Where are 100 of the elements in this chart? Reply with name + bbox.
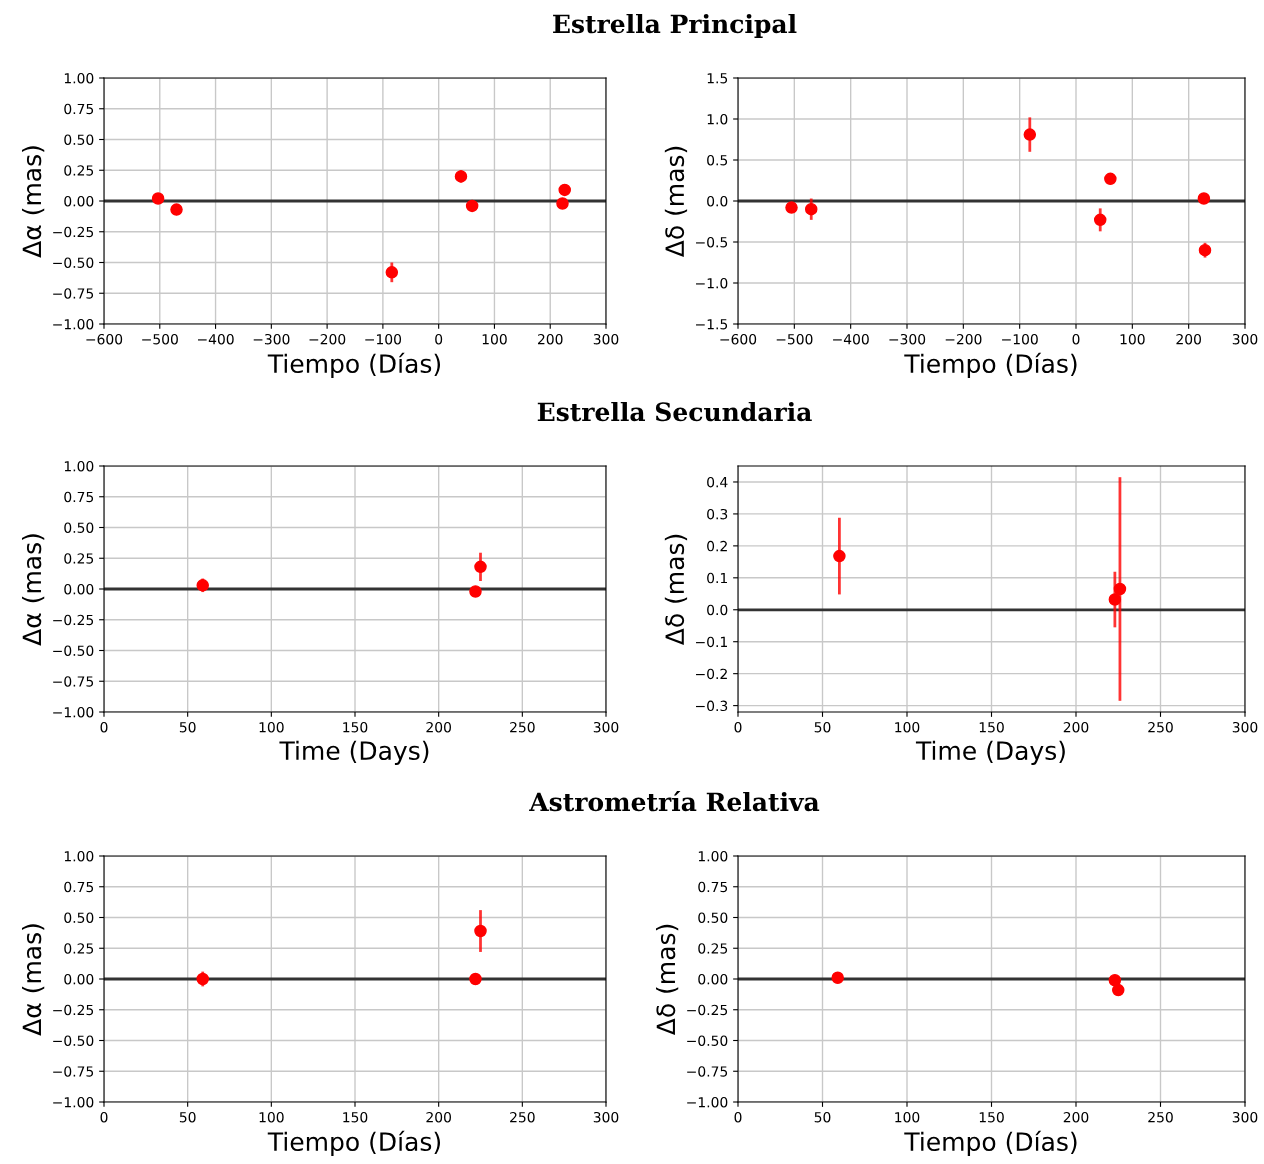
y-axis-title: Δδ (mas) <box>655 924 679 1036</box>
y-tick-label: 1.00 <box>698 850 728 862</box>
y-tick-label: −1.00 <box>53 706 94 718</box>
x-tick-label: 100 <box>895 721 920 733</box>
x-tick-label: 0 <box>1072 333 1080 345</box>
x-tick-label: −400 <box>833 333 869 345</box>
x-tick-label: 50 <box>179 1111 196 1123</box>
x-tick-label: −100 <box>365 333 402 345</box>
x-tick-label: 200 <box>426 1111 451 1123</box>
x-axis-title: Tiempo (Días) <box>904 352 1077 378</box>
x-tick-label: 250 <box>1148 1111 1173 1123</box>
x-axis-title: Tiempo (Días) <box>267 352 441 378</box>
x-tick-label: 150 <box>343 1111 368 1123</box>
x-tick-label: 50 <box>814 1111 831 1123</box>
y-tick-label: −0.75 <box>687 1066 728 1077</box>
y-tick-label: 0.0 <box>707 195 728 207</box>
y-tick-label: 0.00 <box>64 195 94 207</box>
y-tick-label: −1.00 <box>53 318 94 330</box>
x-tick-label: 250 <box>510 721 535 733</box>
x-tick-label: 150 <box>343 721 368 733</box>
x-tick-label: 50 <box>179 721 196 733</box>
y-tick-label: 0.25 <box>64 553 94 564</box>
y-tick-label: 0.25 <box>64 943 94 954</box>
y-tick-label: 0.50 <box>698 912 728 923</box>
y-tick-label: 0.75 <box>64 103 94 115</box>
x-axis-title: Time (Days) <box>915 740 1065 765</box>
text: Estrella Principal <box>553 13 797 39</box>
x-tick-label: 50 <box>814 721 831 733</box>
x-tick-label: 100 <box>895 1111 920 1123</box>
x-axis-title: Tiempo (Días) <box>904 1130 1077 1156</box>
y-tick-label: 0.5 <box>707 154 728 166</box>
y-tick-label: −0.5 <box>696 236 728 248</box>
y-tick-label: 0.4 <box>707 476 728 488</box>
y-tick-label: −0.25 <box>53 226 94 238</box>
x-tick-label: −200 <box>309 333 346 345</box>
x-tick-label: 100 <box>259 721 284 733</box>
y-tick-label: −0.3 <box>696 700 728 712</box>
y-tick-label: 0.50 <box>64 134 94 145</box>
y-tick-label: −0.75 <box>53 288 94 299</box>
x-tick-label: 200 <box>1176 333 1201 345</box>
x-tick-label: 100 <box>1120 333 1145 345</box>
y-axis-title: Δδ (mas) <box>664 534 688 646</box>
x-tick-label: 200 <box>1063 1111 1089 1123</box>
y-axis-title: Δα (mas) <box>21 534 45 646</box>
y-tick-label: −0.25 <box>687 1004 728 1016</box>
y-tick-label: 0.25 <box>698 943 728 954</box>
y-tick-label: 1.00 <box>64 460 94 472</box>
x-tick-label: 200 <box>426 721 451 733</box>
y-tick-label: −0.50 <box>53 1035 94 1046</box>
y-tick-label: 0.3 <box>707 508 728 520</box>
y-tick-label: −0.1 <box>696 636 727 648</box>
y-axis-title: Δα (mas) <box>21 146 45 258</box>
x-tick-label: 300 <box>593 721 619 733</box>
x-tick-label: −300 <box>889 333 926 345</box>
y-tick-label: −1.00 <box>687 1096 728 1108</box>
x-tick-label: 150 <box>979 1111 1004 1123</box>
x-tick-label: −300 <box>253 333 290 345</box>
y-tick-label: −1.00 <box>53 1096 94 1108</box>
y-tick-label: −0.75 <box>53 1066 94 1077</box>
y-tick-label: 0.50 <box>64 522 94 533</box>
x-tick-label: −500 <box>142 333 178 345</box>
y-tick-label: 1.00 <box>64 850 94 862</box>
x-tick-label: −200 <box>945 333 982 345</box>
y-tick-label: 0.75 <box>64 881 94 893</box>
x-tick-label: 150 <box>979 721 1004 733</box>
y-tick-label: 1.00 <box>64 72 94 84</box>
y-tick-label: 0.75 <box>64 491 94 503</box>
x-tick-label: 0 <box>734 1111 742 1123</box>
y-tick-label: −0.50 <box>687 1035 728 1046</box>
y-tick-label: 0.75 <box>698 881 728 893</box>
y-tick-label: 0.00 <box>64 583 94 595</box>
x-axis-title: Tiempo (Días) <box>267 1130 441 1156</box>
x-tick-label: −400 <box>197 333 234 345</box>
text: Astrometría Relativa <box>529 790 820 812</box>
x-tick-label: 250 <box>510 1111 535 1123</box>
y-tick-label: −0.2 <box>696 668 727 680</box>
y-tick-label: −0.50 <box>53 645 94 656</box>
x-tick-label: 300 <box>1232 333 1258 345</box>
x-tick-label: 300 <box>1232 1111 1258 1123</box>
x-tick-label: 100 <box>482 333 507 345</box>
x-tick-label: 100 <box>259 1111 284 1123</box>
y-tick-label: 1.0 <box>707 113 728 125</box>
y-axis-title: Δα (mas) <box>21 924 45 1036</box>
x-tick-label: 300 <box>593 333 619 345</box>
y-tick-label: −0.25 <box>53 614 94 626</box>
y-tick-label: 1.5 <box>707 73 728 84</box>
text: Estrella Secundaria <box>537 401 812 422</box>
y-tick-label: 0.25 <box>64 165 94 176</box>
y-tick-label: 0.00 <box>698 973 728 985</box>
y-tick-label: −0.50 <box>53 257 94 268</box>
y-tick-label: 0.2 <box>707 540 727 552</box>
x-tick-label: −100 <box>1002 333 1038 345</box>
y-tick-label: 0.0 <box>707 604 728 616</box>
x-tick-label: 200 <box>537 333 563 345</box>
x-tick-label: 200 <box>1063 721 1089 733</box>
x-tick-label: 250 <box>1148 721 1173 733</box>
y-tick-label: −0.75 <box>53 676 94 687</box>
x-tick-label: −500 <box>776 333 813 345</box>
x-tick-label: 0 <box>100 1111 108 1123</box>
y-tick-label: 0.00 <box>64 973 94 985</box>
